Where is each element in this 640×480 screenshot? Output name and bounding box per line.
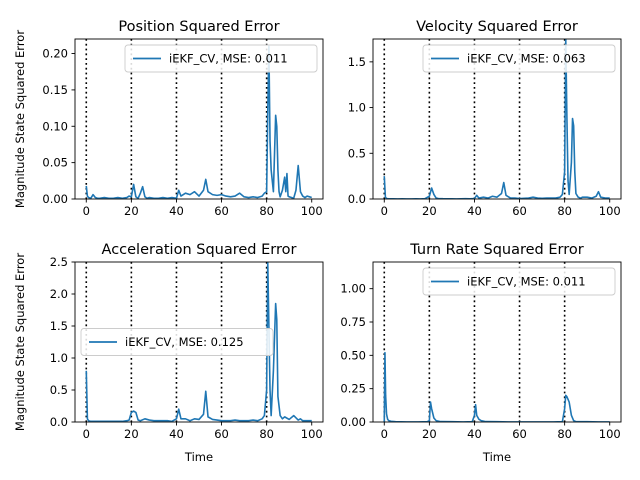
x-tick-label: 0 (381, 204, 388, 218)
x-tick-label: 100 (599, 204, 621, 218)
plot-frame (74, 261, 324, 423)
y-tick-label: 1.0 (50, 351, 68, 365)
y-tick-label: 2.0 (50, 287, 68, 301)
x-tick-label: 40 (467, 427, 482, 441)
plot-frame (74, 38, 324, 200)
y-axis-label: Magnitude State Squared Error (13, 30, 27, 208)
x-tick-label: 40 (467, 204, 482, 218)
y-tick-label: 0.5 (50, 383, 68, 397)
x-tick-label: 80 (259, 427, 274, 441)
y-tick-label: 0.20 (42, 47, 68, 61)
y-tick-label: 0.05 (42, 156, 68, 170)
y-tick-label: 1.0 (348, 101, 366, 115)
x-tick-label: 0 (83, 204, 90, 218)
subplot-title: Velocity Squared Error (416, 19, 578, 35)
y-tick-label: 0.0 (50, 415, 68, 429)
x-tick-label: 0 (83, 427, 90, 441)
x-tick-label: 20 (124, 204, 139, 218)
x-tick-label: 20 (124, 427, 139, 441)
x-tick-label: 40 (169, 427, 184, 441)
x-tick-label: 40 (169, 204, 184, 218)
y-tick-label: 1.00 (340, 282, 366, 296)
subplot-3: 0 20 40 60 80 100 0.0 0.5 1.0 1.5 2.0 2.5 Accelerati… (13, 242, 324, 464)
x-tick-label: 60 (512, 204, 527, 218)
x-tick-label: 60 (512, 427, 527, 441)
x-tick-label: 100 (301, 204, 323, 218)
legend-label: iEKF_CV, MSE: 0.125 (125, 335, 244, 349)
y-tick-label: 2.5 (50, 255, 68, 269)
subplot-4: 0 20 40 60 80 100 0.00 0.25 0.50 0.75 1.00 Turn Rat… (340, 242, 622, 464)
y-tick-label: 0.75 (340, 315, 366, 329)
legend-label: iEKF_CV, MSE: 0.011 (467, 275, 586, 289)
y-tick-label: 0.25 (340, 382, 366, 396)
x-tick-label: 0 (381, 427, 388, 441)
legend-label: iEKF_CV, MSE: 0.063 (467, 52, 586, 66)
legend-frame (80, 328, 274, 356)
legend-label: iEKF_CV, MSE: 0.011 (169, 52, 288, 66)
y-tick-label: 0.10 (42, 119, 68, 133)
x-tick-label: 60 (214, 204, 229, 218)
y-tick-label: 0.00 (340, 415, 366, 429)
legend: iEKF_CV, MSE: 0.011 (124, 44, 318, 73)
x-tick-label: 100 (599, 427, 621, 441)
x-tick-label: 80 (557, 204, 572, 218)
x-tick-label: 20 (422, 427, 437, 441)
legend-frame (422, 267, 616, 296)
x-axis-label: Time (184, 450, 213, 464)
subplot-title: Position Squared Error (118, 19, 279, 35)
x-tick-label: 80 (259, 204, 274, 218)
series-line (85, 45, 312, 199)
legend-frame (124, 44, 318, 73)
y-tick-label: 0.15 (42, 83, 68, 97)
plot-frame (372, 261, 622, 423)
legend: iEKF_CV, MSE: 0.063 (422, 44, 616, 73)
y-tick-label: 1.5 (348, 55, 366, 69)
x-axis-label: Time (482, 450, 511, 464)
x-tick-label: 60 (214, 427, 229, 441)
x-tick-label: 20 (422, 204, 437, 218)
y-tick-label: 0.0 (348, 192, 366, 206)
series-line (85, 262, 312, 422)
subplot-title: Turn Rate Squared Error (409, 242, 583, 258)
plot-frame (372, 38, 622, 200)
x-tick-label: 80 (557, 427, 572, 441)
y-tick-label: 0.50 (340, 348, 366, 362)
legend-frame (422, 44, 616, 73)
legend: iEKF_CV, MSE: 0.011 (422, 267, 616, 296)
x-tick-label: 100 (301, 427, 323, 441)
y-tick-label: 1.5 (50, 319, 68, 333)
y-axis-label: Magnitude State Squared Error (13, 253, 27, 431)
subplot-1: 0 20 40 60 80 100 0.00 0.05 0.10 0.15 0.20 Position… (13, 19, 324, 218)
y-tick-label: 0.5 (348, 146, 366, 160)
y-tick-label: 0.00 (42, 192, 68, 206)
legend: iEKF_CV, MSE: 0.125 (80, 328, 274, 356)
subplot-2: 0 20 40 60 80 100 0.0 0.5 1.0 1.5 Velocity Squared… (348, 19, 622, 218)
series-line (383, 351, 610, 422)
subplot-title: Acceleration Squared Error (102, 242, 297, 258)
